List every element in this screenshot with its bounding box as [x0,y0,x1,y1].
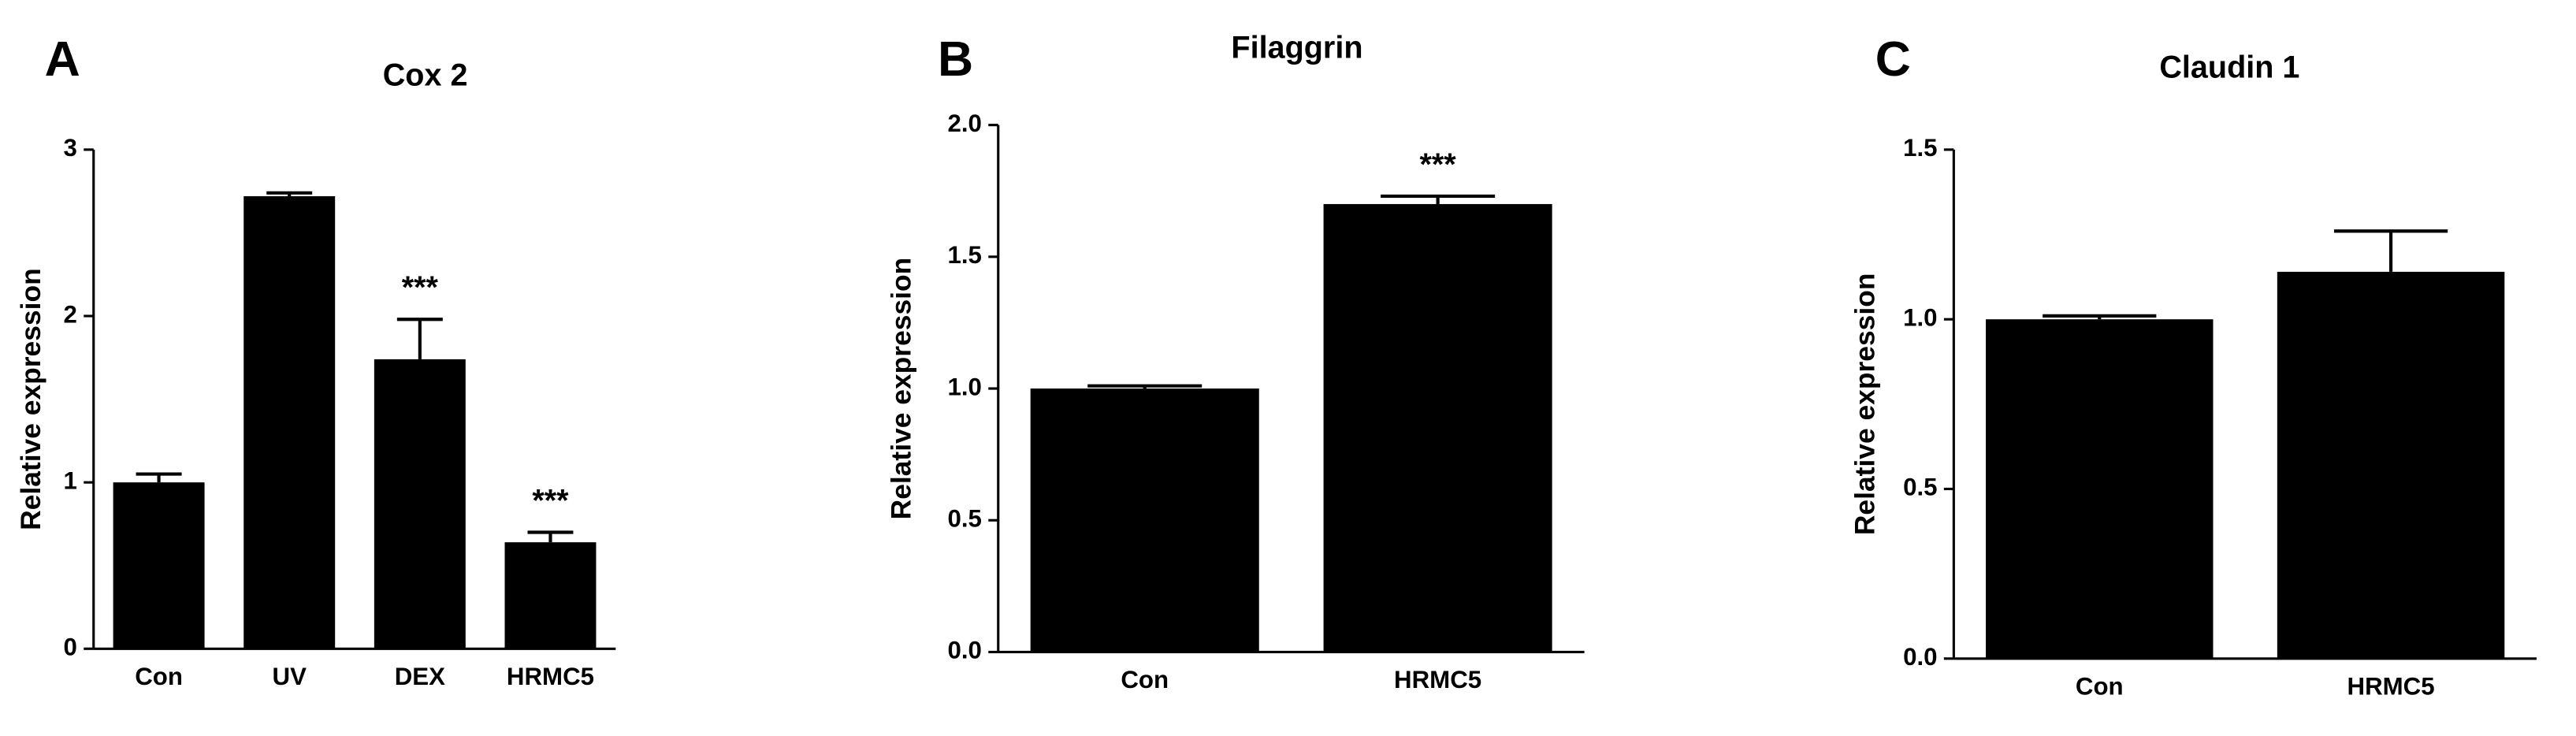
x-tick-label: DEX [395,663,445,690]
y-tick-label: 0 [64,634,77,661]
panel-label: C [1875,32,1911,87]
bar [374,359,466,649]
significance-label: *** [1420,147,1457,182]
y-axis-label: Relative expression [885,258,916,520]
y-axis-label: Relative expression [15,268,46,530]
bar [2277,271,2505,659]
y-tick-label: 1.5 [1903,134,1937,162]
x-tick-label: HRMC5 [1394,666,1481,693]
y-tick-label: 1.5 [947,241,981,269]
chart-title: Filaggrin [1231,30,1362,65]
y-tick-label: 2 [64,300,77,328]
x-tick-label: HRMC5 [2347,673,2435,701]
y-tick-label: 0.0 [1903,643,1937,671]
y-tick-label: 3 [64,134,77,162]
y-tick-label: 2.0 [947,110,981,137]
bar [1986,319,2214,659]
y-axis-label: Relative expression [1849,273,1880,536]
chart-title: Cox 2 [383,58,468,93]
significance-label: *** [532,483,569,518]
y-tick-label: 1.0 [947,373,981,400]
panel-label: B [938,32,973,87]
y-tick-label: 1 [64,467,77,494]
bar [1030,388,1259,652]
significance-label: *** [402,270,439,305]
x-tick-label: Con [2076,673,2124,701]
y-tick-label: 0.5 [1903,474,1937,501]
bar [243,196,336,649]
panel-label: A [45,32,80,87]
bar [1323,203,1552,652]
x-tick-label: HRMC5 [507,663,594,690]
bar [113,482,205,649]
x-tick-label: Con [135,663,183,690]
x-tick-label: UV [273,663,307,690]
chart-title: Claudin 1 [2159,50,2299,84]
bar [504,542,597,649]
y-tick-label: 1.0 [1903,303,1937,331]
x-tick-label: Con [1121,666,1169,693]
y-tick-label: 0.5 [947,504,981,532]
y-tick-label: 0.0 [947,637,981,664]
